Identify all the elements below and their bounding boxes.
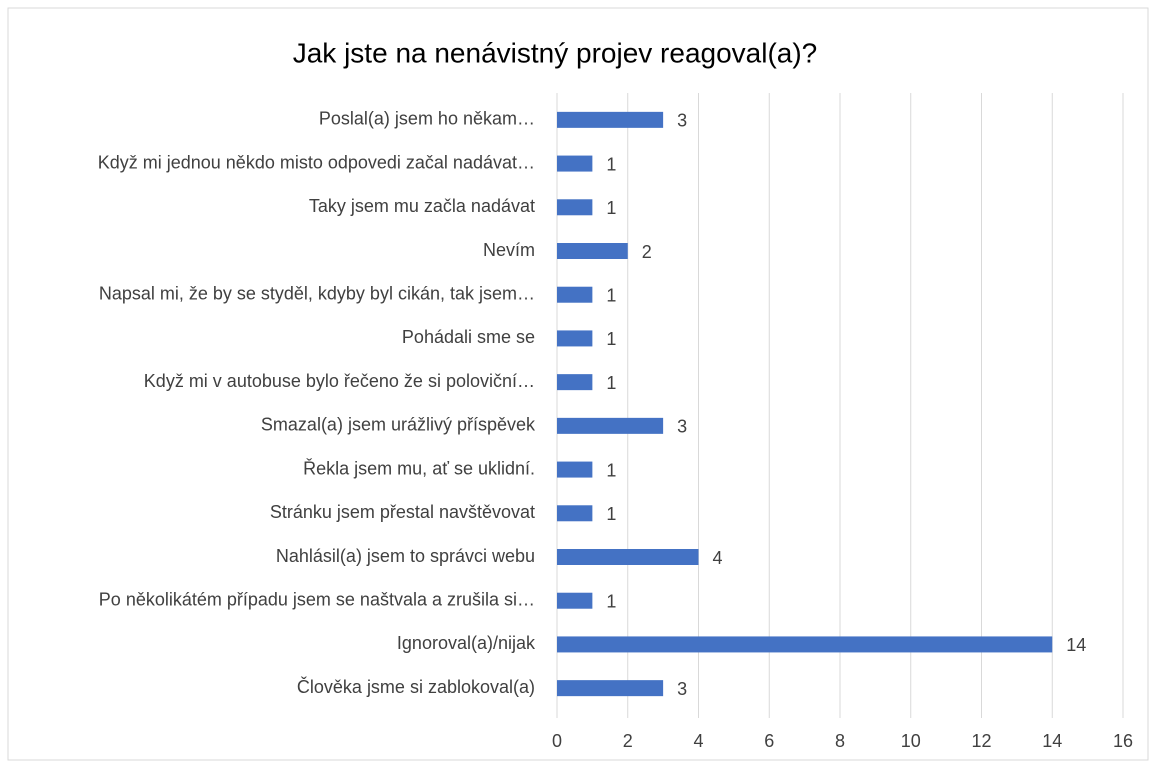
data-label: 1 [606, 154, 616, 174]
x-tick-label: 14 [1042, 731, 1062, 751]
y-tick-label: Pohádali sme se [402, 327, 535, 347]
bar [557, 155, 593, 172]
y-tick-label: Když mi v autobuse bylo řečeno že si pol… [144, 371, 535, 391]
data-label: 3 [677, 417, 687, 437]
y-tick-label: Ignoroval(a)/nijak [397, 633, 536, 653]
y-tick-label: Smazal(a) jsem urážlivý příspěvek [261, 415, 536, 435]
x-tick-label: 0 [552, 731, 562, 751]
bar [557, 417, 664, 434]
bar [557, 636, 1053, 653]
y-tick-label: Když mi jednou někdo misto odpovedi zača… [98, 152, 535, 172]
data-label: 1 [606, 285, 616, 305]
data-label: 1 [606, 591, 616, 611]
y-tick-label: Člověka jsme si zablokoval(a) [297, 676, 535, 697]
y-tick-label: Poslal(a) jsem ho někam… [319, 109, 535, 129]
y-tick-label: Řekla jsem mu, ať se uklidní. [303, 458, 535, 478]
bar [557, 111, 664, 128]
bar [557, 243, 628, 259]
data-label: 3 [677, 679, 687, 699]
y-tick-label: Taky jsem mu začla nadávat [309, 196, 535, 216]
bar [557, 286, 593, 303]
bar [557, 461, 593, 478]
x-tick-label: 6 [764, 731, 774, 751]
chart-title: Jak jste na nenávistný projev reagoval(a… [293, 37, 818, 68]
y-tick-label: Napsal mi, že by se styděl, kdyby byl ci… [99, 283, 535, 303]
x-tick-label: 12 [971, 731, 991, 751]
bar [557, 549, 699, 565]
y-tick-label: Stránku jsem přestal navštěvovat [270, 502, 535, 522]
data-label: 1 [606, 329, 616, 349]
bar [557, 374, 593, 391]
bar [557, 592, 593, 609]
bar [557, 680, 664, 697]
x-tick-label: 2 [623, 731, 633, 751]
y-tick-label: Nahlásil(a) jsem to správci webu [276, 546, 535, 566]
bar [557, 199, 593, 216]
data-label: 1 [606, 373, 616, 393]
data-label: 3 [677, 111, 687, 131]
data-label: 1 [606, 460, 616, 480]
data-label: 14 [1066, 635, 1086, 655]
data-label: 1 [606, 504, 616, 524]
bar [557, 330, 593, 347]
x-tick-label: 16 [1113, 731, 1133, 751]
x-tick-label: 4 [693, 731, 703, 751]
x-tick-label: 8 [835, 731, 845, 751]
data-label: 2 [642, 242, 652, 262]
y-tick-label: Po několikátém případu jsem se naštvala … [99, 589, 535, 609]
y-tick-label: Nevím [483, 240, 535, 260]
data-label: 1 [606, 198, 616, 218]
bar [557, 505, 593, 522]
data-label: 4 [713, 548, 723, 568]
x-tick-label: 10 [901, 731, 921, 751]
